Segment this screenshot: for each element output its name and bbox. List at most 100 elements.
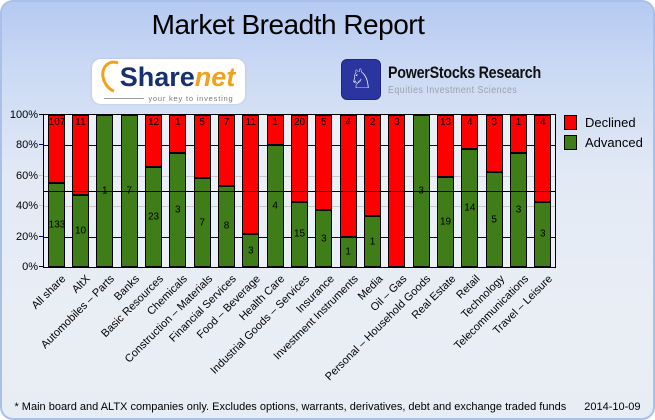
- bar-segment-advanced: 3: [534, 201, 552, 267]
- y-axis-label: 60%: [15, 169, 38, 182]
- bar-segment-advanced: 3: [169, 153, 187, 267]
- bar-segment-declined: 1: [510, 115, 527, 153]
- plot-area: 1071331110171223135778113142015534121331…: [43, 114, 556, 268]
- powerstocks-tagline: Equities Investment Sciences: [388, 84, 518, 96]
- y-axis-tick: [39, 174, 43, 176]
- y-axis-label: 100%: [9, 109, 38, 121]
- powerstocks-logo: ♘ PowerStocks Research Equities Investme…: [341, 59, 570, 100]
- bar-segment-advanced: 1: [339, 236, 357, 267]
- advanced-count-label: 3: [248, 245, 254, 257]
- advanced-count-label: 1: [369, 236, 376, 248]
- sharenet-word-net: net: [194, 61, 236, 92]
- bar-altx: 11 10: [72, 115, 89, 267]
- y-axis-tick: [39, 144, 43, 146]
- bar-segment-declined: 7: [218, 115, 235, 186]
- legend-label: Declined: [585, 115, 636, 130]
- sharenet-word-share: Share: [119, 61, 195, 92]
- bar-segment-advanced: 7: [193, 178, 211, 267]
- bar-segment-declined: 4: [534, 115, 552, 202]
- bar-segment-advanced: 3: [242, 234, 260, 267]
- declined-count-label: 4: [467, 117, 473, 128]
- advanced-count-label: 3: [540, 228, 546, 240]
- legend-swatch-declined: [564, 115, 577, 130]
- bar-segment-advanced: 19: [437, 176, 454, 267]
- advanced-count-label: 133: [48, 219, 66, 231]
- declined-count-label: 13: [439, 117, 452, 128]
- bar-segment-declined: 107: [47, 115, 65, 183]
- sharenet-logo: Share net your key to investing: [92, 55, 245, 104]
- bar-segment-declined: 2: [364, 115, 381, 217]
- advanced-count-label: 23: [147, 211, 160, 223]
- advanced-count-label: 1: [345, 246, 351, 258]
- chart-legend: Declined Advanced: [564, 115, 643, 155]
- y-axis-label: 80%: [15, 139, 38, 152]
- tagline-divider: [103, 98, 145, 99]
- declined-count-label: 1: [272, 117, 278, 128]
- advanced-count-label: 14: [464, 202, 476, 214]
- legend-swatch-advanced: [564, 135, 577, 150]
- bar-food-beverage: 11 3: [242, 115, 260, 267]
- advanced-count-label: 19: [439, 216, 452, 228]
- y-axis-label: 0%: [22, 261, 38, 273]
- bar-segment-declined: 3: [485, 115, 503, 172]
- bar-segment-declined: 1: [169, 115, 187, 153]
- bar-segment-advanced: 3: [315, 210, 333, 267]
- bar-segment-declined: 12: [145, 115, 162, 168]
- powerstocks-text: PowerStocks Research Equities Investment…: [388, 63, 541, 96]
- advanced-count-label: 3: [515, 204, 522, 216]
- bar-segment-declined: 5: [193, 115, 211, 179]
- bar-segment-declined: 11: [242, 115, 260, 235]
- bar-segment-advanced: 1: [364, 216, 381, 267]
- bar-segment-advanced: 3: [510, 153, 527, 267]
- bar-segment-advanced: 23: [145, 167, 162, 267]
- advanced-count-label: 3: [175, 204, 181, 216]
- declined-count-label: 7: [223, 117, 230, 128]
- bar-segment-advanced: 133: [47, 182, 66, 267]
- reference-line-50pct: [44, 191, 555, 192]
- bar-retail: 4 14: [461, 115, 479, 267]
- x-axis-label: All share: [29, 273, 69, 312]
- powerstocks-name: PowerStocks Research: [388, 63, 541, 82]
- advanced-count-label: 10: [74, 225, 87, 237]
- declined-count-label: 11: [245, 117, 257, 128]
- report-date: 2014-10-09: [584, 401, 641, 413]
- y-axis-label: 20%: [15, 230, 38, 243]
- sharenet-wordmark: Share net: [95, 55, 236, 99]
- y-axis-tick: [39, 235, 43, 237]
- declined-count-label: 1: [515, 117, 522, 128]
- legend-row-declined: Declined: [564, 115, 643, 130]
- y-axis-label: 40%: [15, 200, 38, 213]
- advanced-count-label: 3: [321, 233, 327, 244]
- bar-segment-advanced: 8: [218, 185, 235, 267]
- bar-segment-advanced: 14: [461, 148, 479, 267]
- footnote-row: * Main board and ALTX companies only. Ex…: [2, 401, 653, 413]
- bar-segment-declined: 13: [437, 115, 454, 177]
- bar-segment-advanced: 15: [291, 201, 308, 267]
- y-axis-tick: [39, 114, 43, 115]
- declined-count-label: 5: [199, 117, 205, 128]
- declined-count-label: 20: [293, 117, 306, 128]
- bar-segment-advanced: 5: [485, 172, 503, 267]
- footnote-text: * Main board and ALTX companies only. Ex…: [14, 401, 567, 413]
- advanced-count-label: 15: [293, 228, 306, 240]
- page-title: Market Breadth Report: [151, 9, 425, 40]
- legend-row-advanced: Advanced: [564, 135, 643, 150]
- declined-count-label: 2: [369, 117, 376, 128]
- declined-count-label: 5: [321, 117, 327, 128]
- advanced-count-label: 8: [223, 220, 230, 232]
- y-axis-tick: [39, 205, 43, 207]
- sharenet-tagline-row: your key to investing: [103, 94, 234, 103]
- declined-count-label: 3: [491, 117, 497, 128]
- declined-count-label: 3: [394, 117, 400, 128]
- bar-industrial-goods-services: 20 15: [291, 115, 308, 267]
